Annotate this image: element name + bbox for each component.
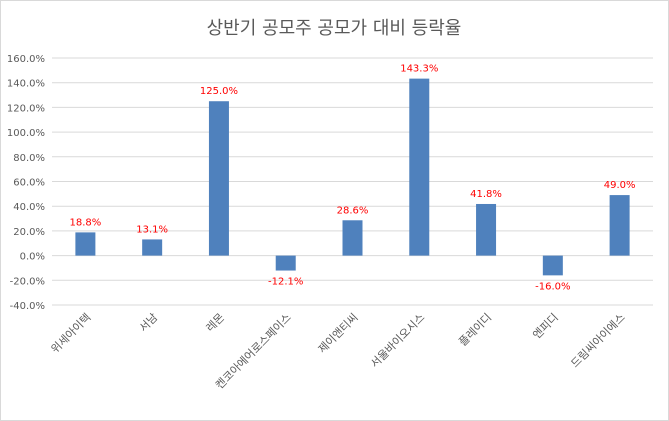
category-label: 드림씨아이에스 — [568, 311, 627, 370]
bar — [342, 220, 363, 256]
y-tick-label: 120.0% — [7, 103, 45, 114]
bars — [75, 78, 630, 276]
y-tick-label: 0.0% — [20, 252, 45, 263]
data-label: 28.6% — [337, 205, 369, 216]
y-tick-label: -40.0% — [10, 301, 45, 312]
y-tick-label: 140.0% — [7, 79, 45, 90]
bar — [142, 239, 163, 256]
category-label: 제이앤티씨 — [316, 311, 361, 356]
gridlines — [52, 57, 653, 306]
bar — [609, 195, 630, 256]
y-tick-label: 60.0% — [13, 178, 45, 189]
bar — [275, 255, 296, 271]
bar — [208, 101, 229, 256]
data-label: 125.0% — [200, 86, 238, 97]
data-label: -12.1% — [268, 277, 303, 288]
chart-title: 상반기 공모주 공모가 대비 등락율 — [207, 18, 462, 39]
category-label: 위세아이텍 — [49, 311, 94, 356]
data-label: -16.0% — [535, 281, 570, 292]
category-label: 서울바이오시스 — [368, 311, 427, 370]
category-label: 엔피디 — [530, 311, 561, 342]
data-labels: 18.8% 13.1% 125.0% -12.1% 28.6% 143.3% 41.8% -1… — [69, 64, 635, 293]
y-axis-tick-labels: -40.0% -20.0% 0.0% 20.0% 40.0% 60.0% 80.0% 100.… — [7, 54, 45, 312]
y-tick-label: 40.0% — [13, 202, 45, 213]
category-label: 서남 — [137, 311, 161, 335]
y-tick-label: 160.0% — [7, 54, 45, 65]
y-tick-label: 80.0% — [13, 153, 45, 164]
bar — [542, 255, 563, 276]
data-label: 13.1% — [136, 224, 168, 235]
bar — [476, 203, 497, 256]
y-tick-label: -20.0% — [10, 276, 45, 287]
bar — [75, 232, 96, 256]
category-label: 플레이디 — [456, 311, 494, 349]
category-label: 레몬 — [204, 311, 228, 335]
category-label: 켄코아에어로스페이스 — [213, 311, 294, 392]
bar — [409, 78, 430, 256]
data-label: 41.8% — [470, 189, 502, 200]
data-label: 18.8% — [69, 217, 101, 228]
data-label: 49.0% — [604, 180, 636, 191]
y-tick-label: 20.0% — [13, 227, 45, 238]
y-tick-label: 100.0% — [7, 128, 45, 139]
data-label: 143.3% — [400, 64, 438, 75]
